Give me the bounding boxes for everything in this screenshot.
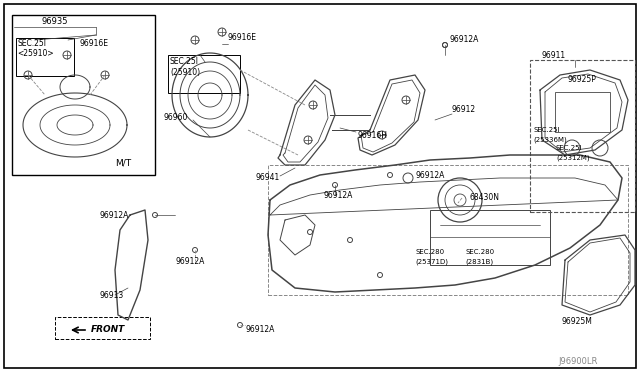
Text: (25336M): (25336M) <box>533 137 567 143</box>
Bar <box>16 38 74 76</box>
Text: 96935: 96935 <box>42 17 68 26</box>
Text: 96912A: 96912A <box>323 192 353 201</box>
Bar <box>430 210 550 265</box>
Bar <box>268 165 628 295</box>
Text: SEC.280: SEC.280 <box>465 249 494 255</box>
Text: 96912A: 96912A <box>175 257 204 266</box>
Text: 96925M: 96925M <box>562 317 593 327</box>
Text: (25371D): (25371D) <box>415 259 448 265</box>
Text: 96916E: 96916E <box>80 38 109 48</box>
Text: M/T: M/T <box>115 158 131 167</box>
Text: (2831B): (2831B) <box>465 259 493 265</box>
Bar <box>530 60 635 212</box>
Bar <box>555 92 610 132</box>
Text: 96916H: 96916H <box>358 131 388 140</box>
Text: SEC.25I: SEC.25I <box>556 145 582 151</box>
Text: (25910): (25910) <box>170 68 200 77</box>
Text: 96925P: 96925P <box>568 76 597 84</box>
Text: 96913: 96913 <box>100 291 124 299</box>
Text: 96911: 96911 <box>542 51 566 60</box>
Text: SEC.280: SEC.280 <box>415 249 444 255</box>
Text: 96912A: 96912A <box>245 326 275 334</box>
Text: 96912A: 96912A <box>450 35 479 45</box>
Text: FRONT: FRONT <box>91 326 125 334</box>
Text: 96912A: 96912A <box>100 211 129 219</box>
Text: (25312M): (25312M) <box>556 155 589 161</box>
Text: 96960: 96960 <box>163 113 188 122</box>
Bar <box>12 15 155 175</box>
Text: SEC.25I: SEC.25I <box>170 58 199 67</box>
Text: J96900LR: J96900LR <box>558 356 597 366</box>
Bar <box>168 55 240 93</box>
Text: 96912: 96912 <box>452 106 476 115</box>
Text: <25910>: <25910> <box>17 49 54 58</box>
Text: 68430N: 68430N <box>470 193 500 202</box>
Text: SEC.25I: SEC.25I <box>533 127 559 133</box>
Text: SEC.25I: SEC.25I <box>17 38 46 48</box>
Text: 96916E: 96916E <box>228 33 257 42</box>
Bar <box>55 317 150 339</box>
Text: 96912A: 96912A <box>416 171 445 180</box>
Text: 96941: 96941 <box>255 173 279 183</box>
